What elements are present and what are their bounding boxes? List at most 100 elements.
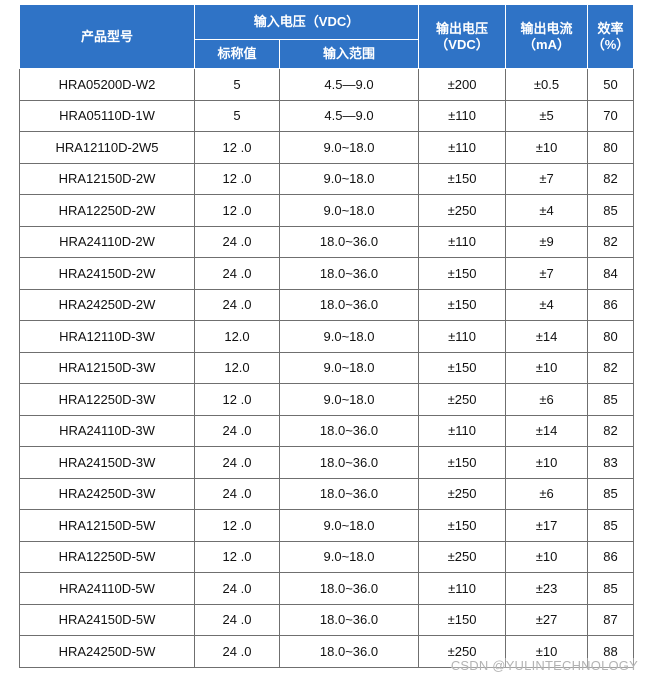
efficiency-cell: 83 xyxy=(587,446,635,479)
efficiency-cell: 86 xyxy=(587,288,635,321)
output-current-cell: ±6 xyxy=(505,383,589,416)
header-input-voltage-label: 输入电压（VDC） xyxy=(253,14,360,29)
table-row: HRA24150D-2W 24 .0 18.0~36.0 ±150 ±7 84 xyxy=(19,257,635,290)
nominal-cell: 24 .0 xyxy=(194,414,280,447)
table-row: HRA12250D-3W 12 .0 9.0~18.0 ±250 ±6 85 xyxy=(19,383,635,416)
output-voltage-cell: ±150 xyxy=(418,257,507,290)
header-output-voltage-line1: 输出电压 xyxy=(436,20,489,36)
output-voltage-cell: ±250 xyxy=(418,635,507,668)
nominal-cell: 24 .0 xyxy=(194,477,280,510)
table-row: HRA24250D-3W 24 .0 18.0~36.0 ±250 ±6 85 xyxy=(19,477,635,510)
efficiency-cell: 80 xyxy=(587,131,635,164)
input-range-cell: 4.5—9.0 xyxy=(278,68,420,101)
output-voltage-cell: ±110 xyxy=(418,414,507,447)
output-voltage-cell: ±110 xyxy=(418,320,507,353)
header-output-current-line2: （mA） xyxy=(523,36,570,52)
table-row: HRA24110D-5W 24 .0 18.0~36.0 ±110 ±23 85 xyxy=(19,572,635,605)
efficiency-cell: 82 xyxy=(587,225,635,258)
nominal-cell: 24 .0 xyxy=(194,225,280,258)
table-row: HRA05200D-W2 5 4.5—9.0 ±200 ±0.5 50 xyxy=(19,68,635,101)
output-voltage-cell: ±110 xyxy=(418,225,507,258)
output-current-cell: ±7 xyxy=(505,257,589,290)
output-voltage-cell: ±250 xyxy=(418,194,507,227)
table-row: HRA24110D-2W 24 .0 18.0~36.0 ±110 ±9 82 xyxy=(19,225,635,258)
table-row: HRA12110D-3W 12.0 9.0~18.0 ±110 ±14 80 xyxy=(19,320,635,353)
output-current-cell: ±4 xyxy=(505,288,589,321)
output-current-cell: ±6 xyxy=(505,477,589,510)
efficiency-cell: 86 xyxy=(587,540,635,573)
input-range-cell: 18.0~36.0 xyxy=(278,257,420,290)
nominal-cell: 12 .0 xyxy=(194,131,280,164)
table-row: HRA12250D-5W 12 .0 9.0~18.0 ±250 ±10 86 xyxy=(19,540,635,573)
model-cell: HRA24110D-5W xyxy=(19,572,195,605)
header-efficiency-line2: （%） xyxy=(591,36,630,52)
nominal-cell: 12 .0 xyxy=(194,162,280,195)
nominal-cell: 12 .0 xyxy=(194,509,280,542)
header-efficiency: 效率 （%） xyxy=(587,4,635,69)
output-current-cell: ±14 xyxy=(505,414,589,447)
header-nominal-label: 标称值 xyxy=(217,46,257,61)
output-voltage-cell: ±150 xyxy=(418,446,507,479)
output-voltage-cell: ±150 xyxy=(418,351,507,384)
model-cell: HRA12110D-3W xyxy=(19,320,195,353)
model-cell: HRA12110D-2W5 xyxy=(19,131,195,164)
efficiency-cell: 80 xyxy=(587,320,635,353)
efficiency-cell: 85 xyxy=(587,194,635,227)
output-voltage-cell: ±150 xyxy=(418,603,507,636)
model-cell: HRA12250D-2W xyxy=(19,194,195,227)
input-range-cell: 18.0~36.0 xyxy=(278,477,420,510)
output-current-cell: ±9 xyxy=(505,225,589,258)
input-range-cell: 18.0~36.0 xyxy=(278,635,420,668)
input-range-cell: 9.0~18.0 xyxy=(278,162,420,195)
efficiency-cell: 84 xyxy=(587,257,635,290)
model-cell: HRA24250D-3W xyxy=(19,477,195,510)
table-header: 产品型号 输入电压（VDC） 输出电压 （VDC） 输出电流 （mA） 效率 （… xyxy=(19,4,635,69)
output-current-cell: ±10 xyxy=(505,351,589,384)
input-range-cell: 9.0~18.0 xyxy=(278,194,420,227)
efficiency-cell: 82 xyxy=(587,351,635,384)
output-current-cell: ±4 xyxy=(505,194,589,227)
table-row: HRA24150D-3W 24 .0 18.0~36.0 ±150 ±10 83 xyxy=(19,446,635,479)
input-range-cell: 9.0~18.0 xyxy=(278,383,420,416)
header-output-current: 输出电流 （mA） xyxy=(505,4,589,69)
input-range-cell: 9.0~18.0 xyxy=(278,509,420,542)
output-voltage-cell: ±250 xyxy=(418,477,507,510)
model-cell: HRA12250D-5W xyxy=(19,540,195,573)
output-current-cell: ±14 xyxy=(505,320,589,353)
output-voltage-cell: ±110 xyxy=(418,131,507,164)
header-model-label: 产品型号 xyxy=(80,28,133,44)
model-cell: HRA12150D-5W xyxy=(19,509,195,542)
output-voltage-cell: ±110 xyxy=(418,99,507,132)
header-efficiency-line1: 效率 xyxy=(597,20,624,36)
input-range-cell: 18.0~36.0 xyxy=(278,446,420,479)
efficiency-cell: 85 xyxy=(587,572,635,605)
input-range-cell: 18.0~36.0 xyxy=(278,572,420,605)
output-voltage-cell: ±150 xyxy=(418,288,507,321)
output-voltage-cell: ±150 xyxy=(418,509,507,542)
input-range-cell: 4.5—9.0 xyxy=(278,99,420,132)
model-cell: HRA24150D-3W xyxy=(19,446,195,479)
efficiency-cell: 85 xyxy=(587,383,635,416)
output-current-cell: ±10 xyxy=(505,540,589,573)
model-cell: HRA24150D-2W xyxy=(19,257,195,290)
output-current-cell: ±10 xyxy=(505,131,589,164)
efficiency-cell: 85 xyxy=(587,477,635,510)
table-row: HRA12150D-3W 12.0 9.0~18.0 ±150 ±10 82 xyxy=(19,351,635,384)
table-row: HRA12150D-5W 12 .0 9.0~18.0 ±150 ±17 85 xyxy=(19,509,635,542)
input-range-cell: 18.0~36.0 xyxy=(278,288,420,321)
nominal-cell: 24 .0 xyxy=(194,446,280,479)
nominal-cell: 24 .0 xyxy=(194,635,280,668)
output-current-cell: ±23 xyxy=(505,572,589,605)
nominal-cell: 24 .0 xyxy=(194,603,280,636)
nominal-cell: 24 .0 xyxy=(194,257,280,290)
table-row: HRA12150D-2W 12 .0 9.0~18.0 ±150 ±7 82 xyxy=(19,162,635,195)
efficiency-cell: 50 xyxy=(587,68,635,101)
input-range-cell: 9.0~18.0 xyxy=(278,540,420,573)
nominal-cell: 12.0 xyxy=(194,320,280,353)
output-current-cell: ±0.5 xyxy=(505,68,589,101)
header-output-voltage-line2: （VDC） xyxy=(435,36,489,52)
model-cell: HRA24250D-5W xyxy=(19,635,195,668)
header-row-2: 标称值 输入范围 xyxy=(20,39,634,69)
nominal-cell: 5 xyxy=(194,99,280,132)
input-range-cell: 18.0~36.0 xyxy=(278,414,420,447)
